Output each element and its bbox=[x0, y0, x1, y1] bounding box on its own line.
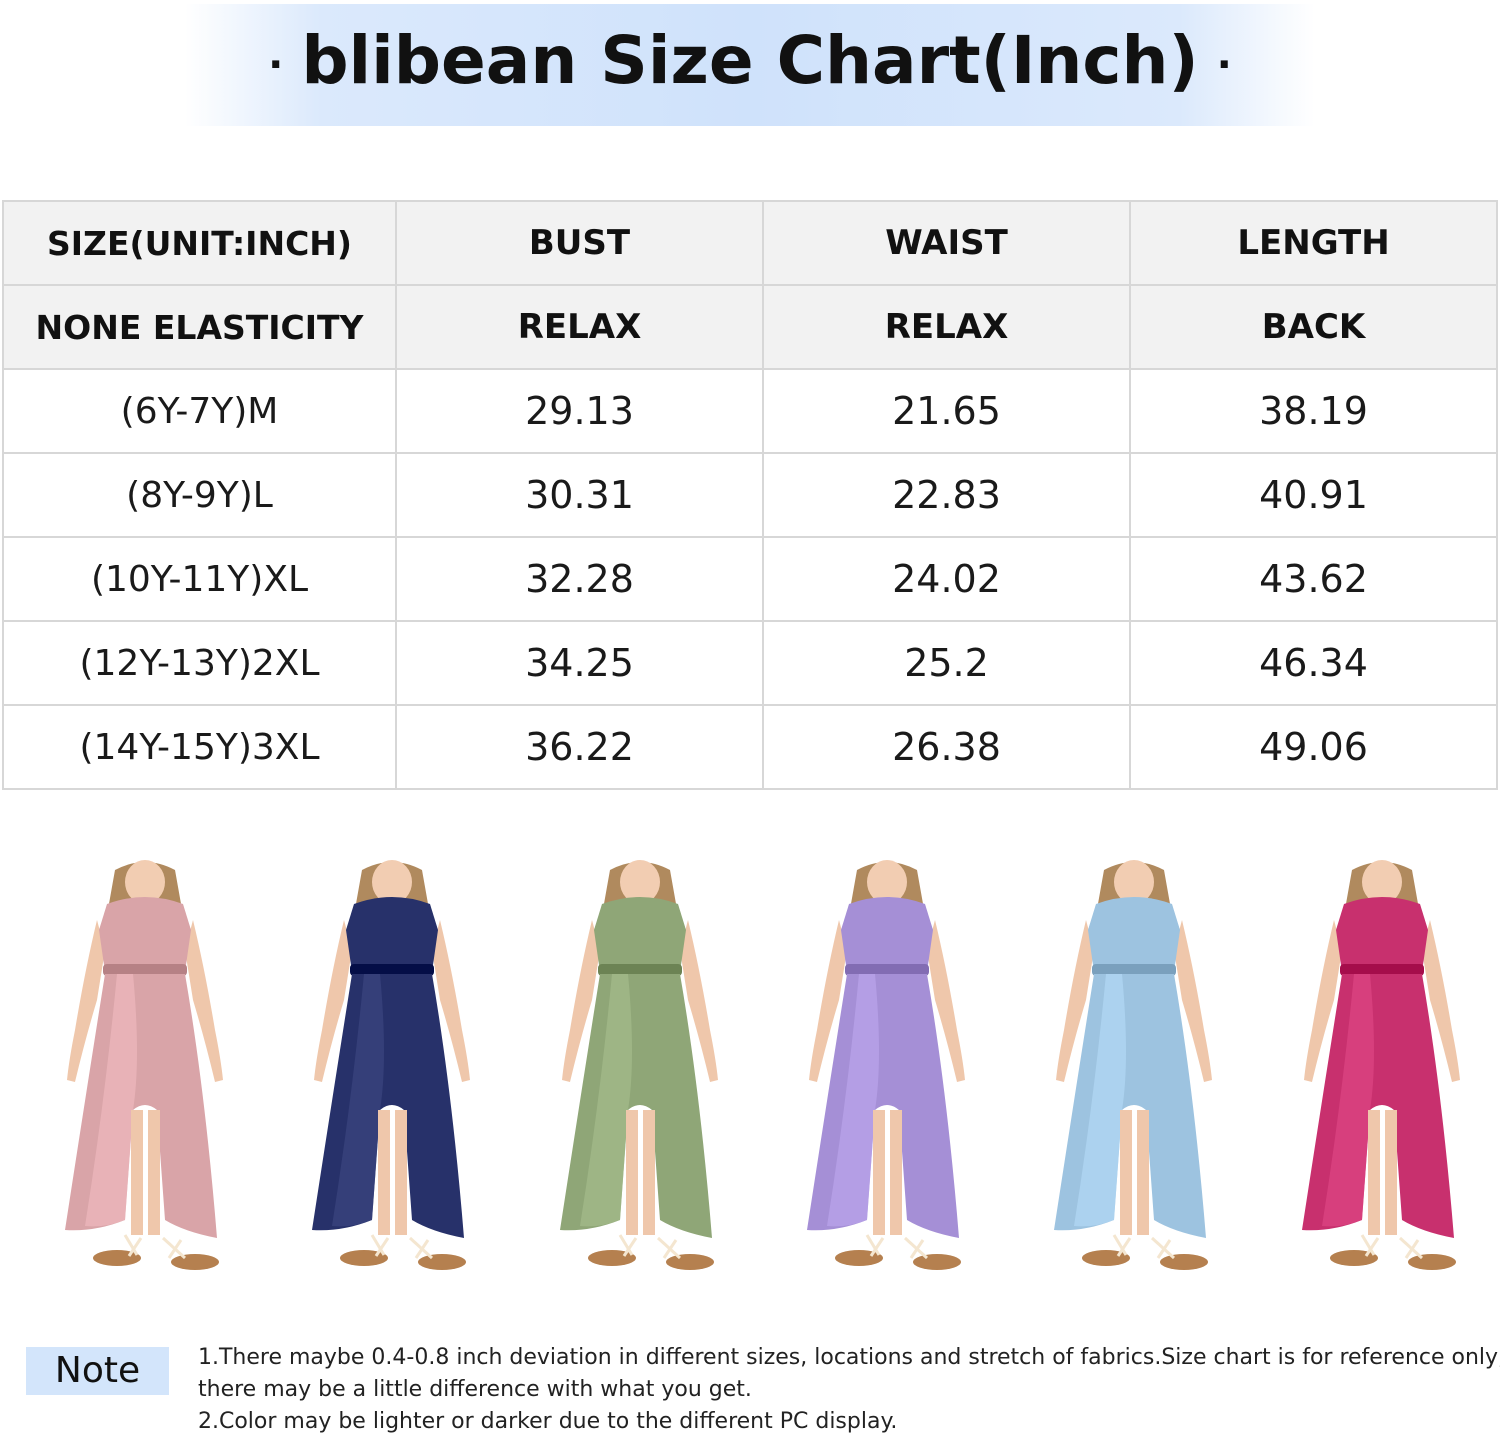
waist-cell: 26.38 bbox=[762, 704, 1131, 790]
subheader-elasticity: NONE ELASTICITY bbox=[2, 284, 397, 370]
title-dot-right: · bbox=[1216, 41, 1232, 88]
bust-cell: 36.22 bbox=[395, 704, 764, 790]
length-cell: 46.34 bbox=[1129, 620, 1498, 706]
header-waist: WAIST bbox=[762, 200, 1131, 286]
dress-figure bbox=[540, 860, 740, 1280]
header-bust: BUST bbox=[395, 200, 764, 286]
dress-figure bbox=[1282, 860, 1482, 1280]
dress-color-gallery bbox=[0, 860, 1500, 1285]
length-cell: 40.91 bbox=[1129, 452, 1498, 538]
size-chart-table: SIZE(UNIT:INCH) BUST WAIST LENGTH NONE E… bbox=[2, 200, 1498, 790]
header-size: SIZE(UNIT:INCH) bbox=[2, 200, 397, 286]
header-length: LENGTH bbox=[1129, 200, 1498, 286]
length-cell: 38.19 bbox=[1129, 368, 1498, 454]
subheader-length: BACK bbox=[1129, 284, 1498, 370]
length-cell: 49.06 bbox=[1129, 704, 1498, 790]
dress-figure bbox=[787, 860, 987, 1280]
table-row: (6Y-7Y)M 29.13 21.65 38.19 bbox=[2, 368, 1498, 454]
title-dot-left: · bbox=[268, 41, 284, 88]
subheader-bust: RELAX bbox=[395, 284, 764, 370]
size-cell: (10Y-11Y)XL bbox=[2, 536, 397, 622]
size-cell: (14Y-15Y)3XL bbox=[2, 704, 397, 790]
size-cell: (8Y-9Y)L bbox=[2, 452, 397, 538]
bust-cell: 34.25 bbox=[395, 620, 764, 706]
title-text: blibean Size Chart(Inch) bbox=[301, 22, 1199, 99]
dress-figure bbox=[1034, 860, 1234, 1280]
table-subheader-row: NONE ELASTICITY RELAX RELAX BACK bbox=[2, 284, 1498, 370]
subheader-waist: RELAX bbox=[762, 284, 1131, 370]
waist-cell: 24.02 bbox=[762, 536, 1131, 622]
bust-cell: 29.13 bbox=[395, 368, 764, 454]
dress-figure bbox=[45, 860, 245, 1280]
table-row: (10Y-11Y)XL 32.28 24.02 43.62 bbox=[2, 536, 1498, 622]
note-label: Note bbox=[26, 1347, 169, 1395]
size-cell: (6Y-7Y)M bbox=[2, 368, 397, 454]
table-row: (14Y-15Y)3XL 36.22 26.38 49.06 bbox=[2, 704, 1498, 790]
page-title: · blibean Size Chart(Inch) · bbox=[0, 22, 1500, 99]
waist-cell: 25.2 bbox=[762, 620, 1131, 706]
size-cell: (12Y-13Y)2XL bbox=[2, 620, 397, 706]
note-line-1: 1.There maybe 0.4-0.8 inch deviation in … bbox=[198, 1345, 1500, 1370]
note-line-3: 2.Color may be lighter or darker due to … bbox=[198, 1409, 898, 1434]
table-row: (8Y-9Y)L 30.31 22.83 40.91 bbox=[2, 452, 1498, 538]
dress-figure bbox=[292, 860, 492, 1280]
bust-cell: 32.28 bbox=[395, 536, 764, 622]
table-header-row: SIZE(UNIT:INCH) BUST WAIST LENGTH bbox=[2, 200, 1498, 286]
table-row: (12Y-13Y)2XL 34.25 25.2 46.34 bbox=[2, 620, 1498, 706]
note-text: 1.There maybe 0.4-0.8 inch deviation in … bbox=[198, 1342, 1500, 1438]
note-line-2: there may be a little difference with wh… bbox=[198, 1377, 752, 1402]
bust-cell: 30.31 bbox=[395, 452, 764, 538]
title-background bbox=[185, 4, 1315, 126]
waist-cell: 22.83 bbox=[762, 452, 1131, 538]
waist-cell: 21.65 bbox=[762, 368, 1131, 454]
length-cell: 43.62 bbox=[1129, 536, 1498, 622]
